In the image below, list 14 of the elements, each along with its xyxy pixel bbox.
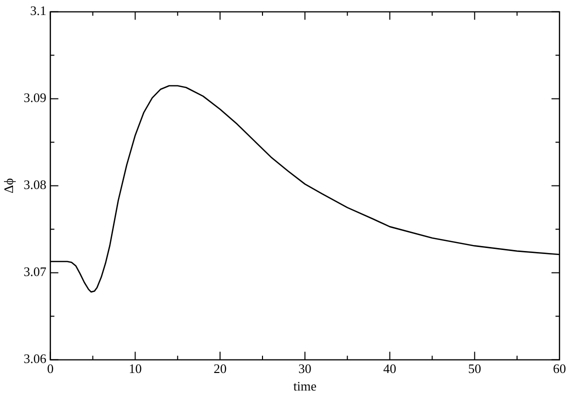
x-tick-label: 50 xyxy=(468,361,482,376)
x-axis-title: time xyxy=(293,378,317,394)
x-tick-label: 0 xyxy=(47,361,54,376)
x-tick-label: 30 xyxy=(298,361,312,376)
x-tick-label: 40 xyxy=(383,361,396,376)
y-tick-label: 3.07 xyxy=(24,264,47,280)
y-tick-label: 3.1 xyxy=(30,3,46,18)
y-axis-title: Δϕ xyxy=(1,178,16,194)
x-tick-label: 10 xyxy=(128,361,142,376)
x-tick-label: 20 xyxy=(214,361,227,376)
y-tick-label: 3.06 xyxy=(24,351,47,366)
y-tick-label: 3.09 xyxy=(24,90,46,106)
y-tick-label: 3.08 xyxy=(24,177,46,192)
x-tick-label: 60 xyxy=(553,361,566,376)
